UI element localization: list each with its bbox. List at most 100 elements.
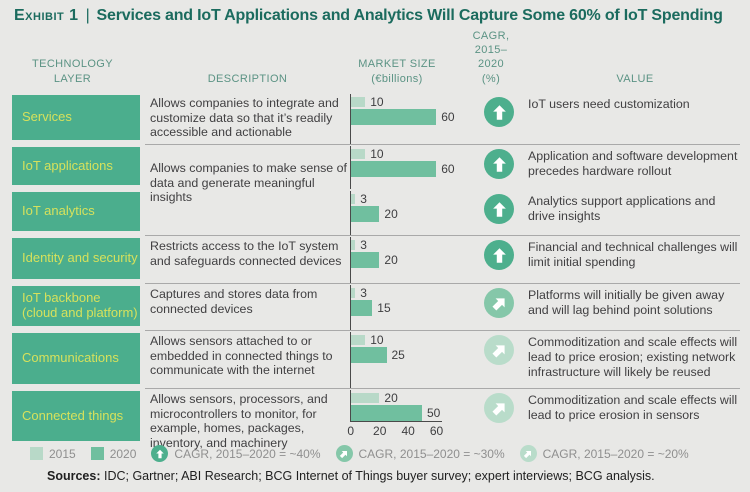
bar-group: 20 50 <box>350 390 470 421</box>
description-text: Captures and stores data from connected … <box>150 287 318 316</box>
cagr-arrow-icon <box>484 97 514 127</box>
market-size-chart: 10 60 <box>350 144 470 189</box>
bar-2020 <box>351 109 437 125</box>
technology-layer-box: IoT analytics <box>12 192 140 231</box>
bar-group: 10 60 <box>350 146 470 189</box>
exhibit-number: Exhibit 1 <box>14 7 79 24</box>
column-header-market-size: MARKET SIZE (€billions) <box>358 58 436 85</box>
arrow-glyph <box>491 344 505 358</box>
arrow-glyph <box>492 247 506 263</box>
bar-2020 <box>351 405 422 421</box>
bar-group: 10 60 <box>350 94 470 144</box>
technology-layer-box: Services <box>12 95 140 140</box>
value-text: Commoditization and scale effects will l… <box>528 393 738 422</box>
exhibit-title: Exhibit 1 | Services and IoT Applications … <box>14 7 742 25</box>
cagr-diagonal-arrow-icon <box>519 445 537 462</box>
legend-item: 2020 <box>90 446 137 461</box>
legend-swatch-2020-icon <box>90 447 104 460</box>
exhibit-row: Communications Allows sensors attached t… <box>0 330 750 388</box>
market-size-chart: 3 15 <box>350 283 470 330</box>
value-text: Analytics support applications and drive… <box>528 194 716 223</box>
axis-tick-label: 0 <box>347 424 355 438</box>
market-size-chart: 20 50 0 20 40 60 <box>347 388 470 445</box>
bar-2015-value-label: 20 <box>384 391 398 405</box>
legend-item-label: CAGR, 2015–2020 = ~40% <box>174 446 321 461</box>
exhibit-row: Services Allows companies to integrate a… <box>0 92 750 144</box>
bar-2015 <box>351 288 356 298</box>
arrow-glyph <box>491 297 505 311</box>
x-axis: 0 20 40 60 <box>347 421 444 438</box>
value-text: Financial and technical challenges will … <box>528 240 738 269</box>
sources-note: Sources: IDC; Gartner; ABI Research; BCG… <box>47 469 744 483</box>
column-header-cagr: CAGR, 2015–2020 (%) <box>472 29 510 85</box>
bar-2020-value-label: 20 <box>384 253 398 267</box>
technology-layer-label: IoT analytics <box>22 203 95 219</box>
bar-2020 <box>351 206 380 222</box>
value-text: IoT users need customization <box>528 97 690 111</box>
arrow-glyph <box>492 156 506 172</box>
bar-2020 <box>351 161 437 177</box>
market-size-chart: 10 25 <box>350 330 470 388</box>
legend-item: CAGR, 2015–2020 = ~40% <box>151 445 321 462</box>
arrow-glyph <box>339 450 348 458</box>
column-header-technology-layer: TECHNOLOGY LAYER <box>31 58 113 85</box>
exhibit-row: Connected things Allows sensors, process… <box>0 388 750 450</box>
bar-2020-value-label: 50 <box>427 406 441 420</box>
bar-2015 <box>351 97 366 107</box>
bar-2015-value-label: 3 <box>360 238 367 252</box>
description-text: Allows companies to make sense of data a… <box>150 161 347 205</box>
technology-layer-label: IoT backbone (cloud and platform) <box>22 290 138 320</box>
bar-group: 3 20 <box>350 237 470 283</box>
axis-tick-label: 20 <box>373 424 387 438</box>
value-text: Application and software development pre… <box>528 149 738 178</box>
axis-tick-label: 60 <box>429 424 444 438</box>
technology-layer-label: Communications <box>22 350 119 366</box>
bar-group: 3 15 <box>350 285 470 330</box>
exhibit-title-text: Services and IoT Applications and Analyt… <box>96 7 723 24</box>
technology-layer-box: Connected things <box>12 391 140 441</box>
sources-text: IDC; Gartner; ABI Research; BCG Internet… <box>100 469 655 483</box>
technology-layer-box: Identity and security <box>12 238 140 279</box>
arrow-glyph <box>156 449 164 458</box>
column-header-description: DESCRIPTION <box>207 72 288 85</box>
cagr-arrow-icon <box>484 240 514 270</box>
bar-group: 3 20 <box>350 191 470 235</box>
bar-2020-value-label: 60 <box>441 110 455 124</box>
cagr-diagonal-arrow-icon <box>335 445 353 462</box>
market-size-chart: 10 60 <box>350 92 470 144</box>
legend-item-label: 2020 <box>109 446 137 461</box>
legend-item: 2015 <box>30 447 76 461</box>
value-text: Commoditization and scale effects will l… <box>528 335 738 379</box>
bar-group: 10 25 <box>350 332 470 388</box>
technology-layer-label: Services <box>22 109 72 125</box>
bar-2015-value-label: 3 <box>360 192 367 206</box>
technology-layer-label: Identity and security <box>22 250 138 266</box>
cagr-arrow-icon <box>484 288 514 318</box>
cagr-arrow-icon <box>484 393 514 423</box>
cagr-up-arrow-icon <box>151 445 169 462</box>
technology-layer-box: Communications <box>12 333 140 384</box>
bar-2015-value-label: 10 <box>370 95 384 109</box>
description-text: Allows companies to integrate and custom… <box>150 96 339 140</box>
bar-2015-value-label: 10 <box>370 147 384 161</box>
bar-2015 <box>351 393 380 403</box>
legend: 2015 2020 CAGR, 2015–2020 = ~40% CAGR, 2015… <box>30 445 744 462</box>
cagr-arrow-icon <box>484 335 514 365</box>
bar-2020-value-label: 60 <box>441 162 455 176</box>
bar-2015-value-label: 3 <box>360 286 367 300</box>
axis-tick-label: 40 <box>401 424 415 438</box>
sources-label: Sources: <box>47 469 101 483</box>
exhibit-rows: Services Allows companies to integrate a… <box>0 92 750 450</box>
value-text: Platforms will initially be given away a… <box>528 288 725 317</box>
description-text: Allows sensors attached to or embedded i… <box>150 334 333 378</box>
legend-item: CAGR, 2015–2020 = ~20% <box>519 445 689 462</box>
cagr-arrow-icon <box>484 194 514 224</box>
bar-2015 <box>351 335 366 345</box>
legend-item-label: 2015 <box>49 446 76 461</box>
exhibit-row: IoT applications Allows companies to mak… <box>0 144 750 204</box>
bar-2015 <box>351 194 356 204</box>
bar-2015 <box>351 149 366 159</box>
legend-item: CAGR, 2015–2020 = ~30% <box>335 445 505 462</box>
bar-2020-value-label: 25 <box>391 348 405 362</box>
legend-item-label: CAGR, 2015–2020 = ~30% <box>358 446 505 461</box>
